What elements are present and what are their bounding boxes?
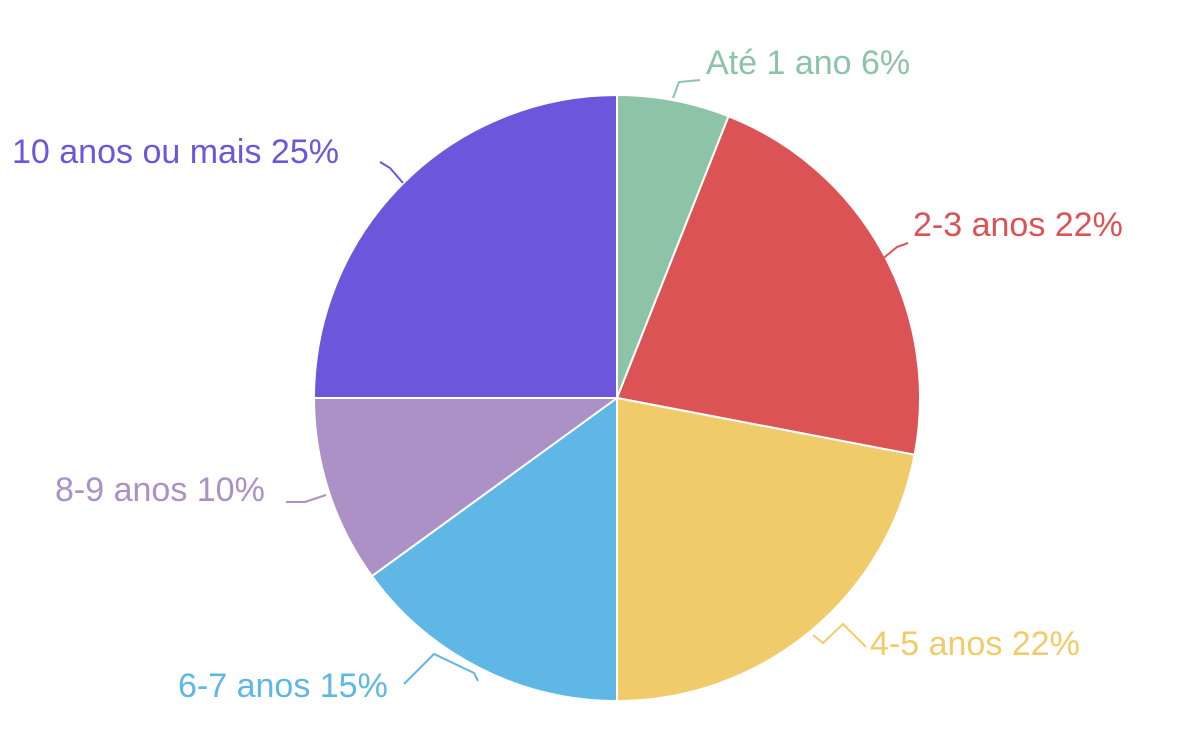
pie-slice-6-7-anos xyxy=(370,396,618,703)
pie-slice-8-9-anos xyxy=(312,397,621,578)
slice-label-2-3-anos: 2-3 anos 22% xyxy=(913,206,1123,244)
leader-line-4-5-anos xyxy=(812,622,867,648)
leader-line-2-3-anos xyxy=(879,242,909,262)
leader-line-ate-1-ano xyxy=(672,79,701,99)
slice-label-10-anos-ou-mais: 10 anos ou mais 25% xyxy=(12,133,339,171)
slice-labels: Até 1 ano 6% 2-3 anos 22% 4-5 anos 22% 6-7 … xyxy=(12,44,1123,705)
leader-line-8-9-anos xyxy=(286,494,327,503)
pie-slices xyxy=(312,93,921,703)
pie-slice-2-3-anos xyxy=(615,114,921,456)
leader-line-10-anos-ou-mais xyxy=(379,161,404,184)
pie-slice-10-anos-ou-mais xyxy=(312,93,618,399)
slice-label-8-9-anos: 8-9 anos 10% xyxy=(55,471,265,509)
slice-label-ate-1-ano: Até 1 ano 6% xyxy=(706,44,910,82)
leader-lines xyxy=(286,79,909,685)
slice-label-4-5-anos: 4-5 anos 22% xyxy=(870,625,1080,663)
pie-slice-4-5-anos xyxy=(616,396,916,703)
leader-line-6-7-anos xyxy=(403,652,479,685)
slice-label-6-7-anos: 6-7 anos 15% xyxy=(178,667,388,705)
